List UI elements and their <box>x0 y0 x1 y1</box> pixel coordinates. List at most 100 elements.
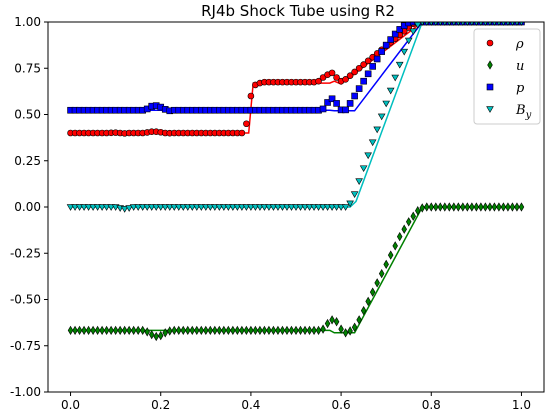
data-point <box>414 206 421 216</box>
data-point <box>297 325 304 336</box>
data-point <box>315 77 322 85</box>
data-point <box>120 206 129 213</box>
data-point <box>170 204 179 211</box>
data-point <box>400 48 409 56</box>
data-point <box>166 326 173 336</box>
data-point <box>320 324 326 334</box>
data-point <box>224 204 233 211</box>
data-point <box>275 325 281 336</box>
data-point <box>359 165 368 173</box>
data-point <box>428 202 435 212</box>
data-point <box>98 204 106 211</box>
data-point <box>409 28 418 36</box>
data-point <box>248 325 254 336</box>
data-point <box>487 202 493 212</box>
legend: ρup By <box>473 28 541 125</box>
data-point <box>239 325 245 336</box>
data-point <box>518 202 525 212</box>
data-point <box>391 74 400 82</box>
data-point <box>233 204 242 211</box>
data-point <box>382 41 390 49</box>
data-point <box>125 205 133 212</box>
legend-marker <box>486 83 494 91</box>
data-point <box>328 69 336 77</box>
data-point <box>197 204 206 211</box>
data-point <box>161 204 170 211</box>
data-point <box>464 202 471 212</box>
data-point <box>85 325 92 336</box>
data-point <box>102 204 111 211</box>
data-point <box>311 325 317 336</box>
y-tick-label: 1.00 <box>14 15 41 29</box>
data-point <box>460 202 466 212</box>
data-point <box>342 106 349 114</box>
data-point <box>260 204 269 211</box>
data-point <box>342 76 349 83</box>
data-point <box>229 204 237 211</box>
x-tick-label: 0.4 <box>241 398 260 412</box>
x-tick-label: 0.6 <box>332 398 351 412</box>
legend-marker <box>486 106 494 113</box>
data-point <box>324 99 331 106</box>
data-point <box>212 325 218 336</box>
data-point <box>387 250 394 260</box>
data-point <box>360 61 367 68</box>
data-point <box>139 325 146 336</box>
data-point <box>99 325 105 336</box>
data-point <box>396 26 404 33</box>
data-point <box>383 259 389 269</box>
data-point <box>180 325 187 336</box>
data-point <box>351 68 358 76</box>
data-point <box>451 202 457 212</box>
data-point <box>373 55 381 63</box>
data-point <box>247 204 255 211</box>
x-tick-label: 1.0 <box>512 398 531 412</box>
data-point <box>94 325 101 336</box>
data-point <box>505 202 511 212</box>
data-point <box>261 325 268 336</box>
y-tick-label: -1.00 <box>10 385 41 399</box>
data-point <box>72 325 78 336</box>
data-point <box>305 204 314 211</box>
data-point <box>346 100 354 107</box>
data-point <box>333 100 340 107</box>
data-point <box>288 325 295 336</box>
data-point <box>419 203 426 213</box>
data-point <box>252 325 259 336</box>
data-point <box>442 202 448 212</box>
legend-box <box>473 28 541 125</box>
data-point <box>365 296 371 306</box>
data-point <box>162 328 168 338</box>
data-point <box>319 204 327 211</box>
data-point <box>247 92 255 100</box>
data-point <box>473 202 480 212</box>
data-point <box>84 204 93 211</box>
data-point <box>500 202 507 212</box>
data-point <box>369 63 376 70</box>
data-point <box>346 72 354 79</box>
data-point <box>424 202 430 212</box>
data-point <box>356 315 362 325</box>
data-point <box>306 325 313 336</box>
data-point <box>71 204 79 211</box>
data-point <box>386 87 395 95</box>
legend-label: p <box>516 81 525 96</box>
data-point <box>242 204 251 211</box>
data-point <box>396 231 403 242</box>
x-tick-label: 0.2 <box>151 398 170 412</box>
plot-area <box>66 22 525 342</box>
y-tick-label: -0.25 <box>10 246 41 260</box>
data-point <box>211 204 219 211</box>
y-tick-label: 0.00 <box>14 200 41 214</box>
data-point <box>89 204 97 211</box>
data-point <box>81 325 87 336</box>
data-point <box>293 325 299 336</box>
data-point <box>283 204 291 211</box>
data-point <box>351 92 358 100</box>
data-point <box>274 204 282 211</box>
data-point <box>157 330 164 341</box>
data-point <box>387 36 394 43</box>
data-point <box>270 325 277 336</box>
data-point <box>144 327 150 337</box>
